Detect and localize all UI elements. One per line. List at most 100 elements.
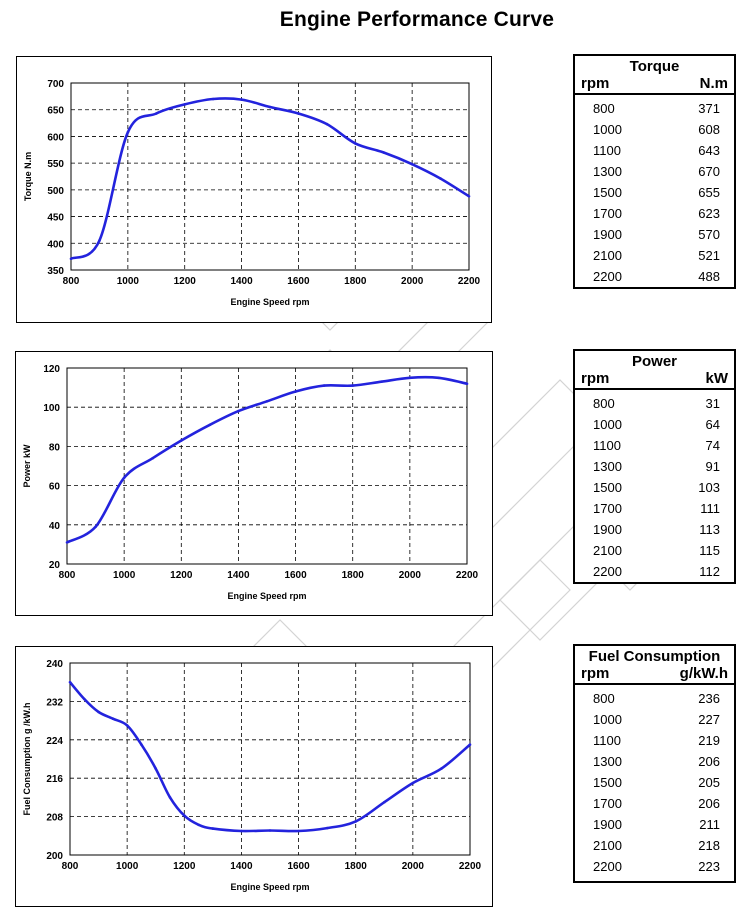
power-y-tick-label: 20: [49, 560, 61, 571]
power-data-point: [408, 376, 412, 380]
power-data-point: [208, 423, 212, 427]
power-data-point: [180, 439, 183, 442]
fuel-table-value-cell: 227: [698, 712, 720, 727]
power-table-value-cell: 111: [700, 501, 720, 516]
power-data-point: [380, 380, 383, 383]
power-table-value-cell: 113: [699, 522, 720, 537]
torque-table-rpm-cell: 1900: [593, 227, 622, 242]
torque-x-tick-label: 800: [63, 276, 80, 287]
torque-table-rpm-cell: 800: [593, 101, 615, 116]
torque-table: Torque rpm N.m 800 371 1000 608 1100 643 1300 6…: [573, 54, 736, 289]
power-data-point: [237, 409, 240, 413]
power-table-rpm-cell: 1000: [593, 417, 622, 432]
fuel-x-tick-label: 1800: [345, 861, 368, 872]
power-x-tick-label: 800: [59, 570, 76, 581]
fuel-y-tick-label: 224: [46, 736, 63, 747]
fuel-data-point: [97, 710, 100, 714]
fuel-table-rpm-cell: 1300: [593, 754, 622, 769]
power-table-header: Power rpm kW: [575, 351, 734, 390]
fuel-chart: 800 1000 1200 1400 1600 1800 2000 2200 200 208 216…: [15, 646, 493, 907]
fuel-table-value-cell: 218: [698, 838, 720, 853]
torque-table-row: 1900 570: [575, 224, 734, 245]
torque-table-title: Torque: [629, 58, 680, 75]
torque-y-tick-label: 700: [47, 79, 64, 90]
fuel-table-value-cell: 219: [698, 733, 720, 748]
fuel-table-title: Fuel Consumption: [588, 648, 721, 665]
torque-y-axis-label: Torque N.m: [23, 152, 33, 201]
power-data-point: [265, 400, 269, 403]
power-table-rpm-cell: 2100: [593, 543, 622, 558]
power-table-rows: 800 31 1000 64 1100 74 1300 91 1500 103 1700 111 190…: [575, 390, 734, 582]
fuel-data-point: [354, 820, 358, 823]
fuel-table-row: 1300 206: [575, 751, 734, 772]
power-table-value-cell: 74: [705, 438, 720, 453]
torque-x-tick-label: 2000: [401, 276, 424, 287]
fuel-y-tick-label: 240: [46, 659, 63, 670]
power-table-title: Power: [631, 353, 677, 370]
torque-table-rpm-cell: 2100: [593, 248, 622, 263]
torque-plot-area: [70, 82, 470, 271]
fuel-table-row: 1500 205: [575, 772, 734, 793]
torque-data-point: [240, 98, 243, 101]
power-y-axis-label: Power kW: [22, 444, 32, 488]
fuel-data-point: [197, 823, 200, 827]
fuel-table-value-cell: 223: [698, 859, 720, 874]
fuel-data-point: [440, 767, 443, 770]
fuel-data-point: [183, 814, 186, 817]
fuel-table-row: 2200 223: [575, 856, 734, 877]
fuel-table-row: 1100 219: [575, 730, 734, 751]
fuel-table-rpm-cell: 2100: [593, 838, 622, 853]
fuel-x-tick-label: 1000: [116, 861, 139, 872]
torque-x-tick-label: 1000: [117, 276, 140, 287]
fuel-data-point: [411, 781, 415, 785]
fuel-data-point: [325, 826, 329, 830]
power-x-tick-label: 1400: [227, 570, 250, 581]
power-chart: 800 1000 1200 1400 1600 1800 2000 2200 20 40 60 80 1…: [15, 351, 493, 616]
power-data-point: [294, 390, 297, 393]
torque-table-rpm-cell: 1500: [593, 185, 622, 200]
torque-table-row: 2200 488: [575, 266, 734, 287]
fuel-x-tick-label: 1400: [230, 861, 253, 872]
fuel-table-rpm-cell: 1100: [593, 733, 621, 748]
power-data-point: [322, 384, 326, 387]
power-table-col-unit: kW: [705, 370, 729, 387]
fuel-table-rpm-cell: 1000: [593, 712, 622, 727]
power-table-rpm-cell: 1900: [593, 522, 622, 537]
fuel-data-point: [268, 829, 272, 832]
torque-table-row: 1000 608: [575, 119, 734, 140]
torque-table-row: 1700 623: [575, 203, 734, 224]
torque-table-value-cell: 371: [698, 101, 720, 116]
power-table-value-cell: 91: [705, 459, 720, 474]
torque-y-tick-label: 600: [47, 132, 64, 143]
torque-x-tick-label: 1600: [287, 276, 310, 287]
torque-x-tick-label: 1800: [344, 276, 367, 287]
torque-data-point: [98, 239, 101, 242]
fuel-table-rpm-cell: 1700: [593, 796, 622, 811]
fuel-y-tick-label: 208: [46, 813, 63, 824]
power-data-point: [151, 456, 154, 460]
fuel-table-value-cell: 211: [699, 817, 720, 832]
power-table-rpm-cell: 1500: [593, 480, 622, 495]
fuel-y-axis-label: Fuel Consumption g /kW.h: [22, 703, 32, 816]
torque-table-rpm-cell: 1300: [593, 164, 622, 179]
torque-table-rows: 800 371 1000 608 1100 643 1300 670 1500 655 1700 62…: [575, 95, 734, 287]
torque-table-row: 800 371: [575, 98, 734, 119]
torque-x-tick-label: 1400: [230, 276, 253, 287]
torque-data-point: [155, 112, 158, 115]
torque-table-row: 1300 670: [575, 161, 734, 182]
torque-x-tick-label: 1200: [174, 276, 197, 287]
torque-data-point: [467, 195, 471, 198]
fuel-table-value-cell: 205: [698, 775, 720, 790]
torque-y-tick-label: 350: [47, 266, 64, 277]
fuel-table-rpm-cell: 1500: [593, 775, 622, 790]
fuel-data-point: [68, 680, 72, 684]
fuel-x-axis-label: Engine Speed rpm: [230, 882, 309, 892]
fuel-plot-area: [69, 662, 471, 856]
fuel-chart-svg: 800 1000 1200 1400 1600 1800 2000 2200 200 208 216…: [22, 659, 482, 892]
torque-data-point: [183, 103, 186, 106]
fuel-table-value-cell: 206: [698, 796, 720, 811]
power-table-rpm-cell: 1300: [593, 459, 622, 474]
fuel-table-col-unit: g/kW.h: [679, 665, 728, 682]
fuel-data-point: [211, 827, 215, 830]
power-data-point: [65, 541, 69, 544]
